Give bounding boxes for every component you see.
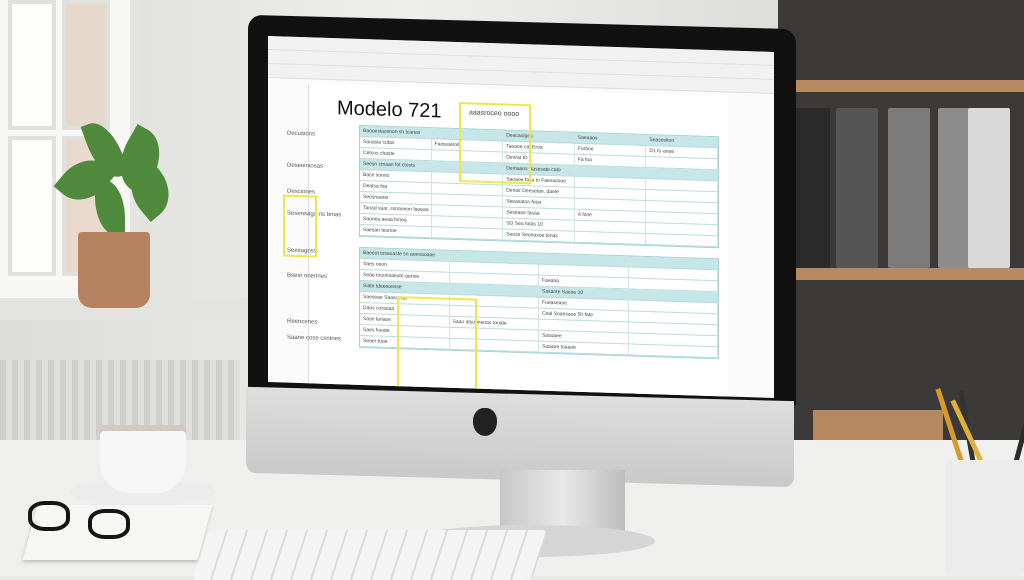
coffee-cup xyxy=(100,425,186,493)
side-label: Saane cose csntnes xyxy=(287,334,342,343)
plant xyxy=(40,110,190,240)
table-cell: Saaaoe toaaoe xyxy=(539,341,629,355)
table-cell: Saesan teonoe xyxy=(360,224,432,238)
imac-stand xyxy=(500,470,625,532)
apple-logo-icon xyxy=(473,408,497,436)
screen: Modelo 721 aaasroceo oooo Decusions Dese… xyxy=(268,36,774,398)
table-cell xyxy=(628,344,718,358)
table-cell xyxy=(574,231,647,244)
highlight-box xyxy=(283,194,317,258)
glasses xyxy=(28,495,158,545)
highlight-box xyxy=(459,102,531,185)
side-label: Decusions xyxy=(287,130,316,138)
highlight-box xyxy=(397,296,477,398)
window-sill xyxy=(0,298,250,320)
side-label: Bsesr onennes xyxy=(287,272,328,280)
pencil-cup xyxy=(945,460,1024,576)
document-title: Modelo 721 xyxy=(337,97,442,123)
table-cell xyxy=(431,227,504,240)
table-1: Baooesiaosnon sn tcanas Deacaoiges Saeaaos… xyxy=(359,124,719,249)
pencils xyxy=(935,385,1024,476)
bookshelf xyxy=(778,0,1024,482)
side-label: Reencenes xyxy=(287,318,318,326)
table-cell xyxy=(646,233,718,247)
document-page: Modelo 721 aaasroceo oooo Decusions Dese… xyxy=(283,83,728,398)
plant-pot xyxy=(78,232,150,308)
keyboard xyxy=(191,530,549,580)
table-cell: Seose Seonasoe tonas xyxy=(503,229,575,242)
side-label: Deseieniosas xyxy=(287,162,324,170)
